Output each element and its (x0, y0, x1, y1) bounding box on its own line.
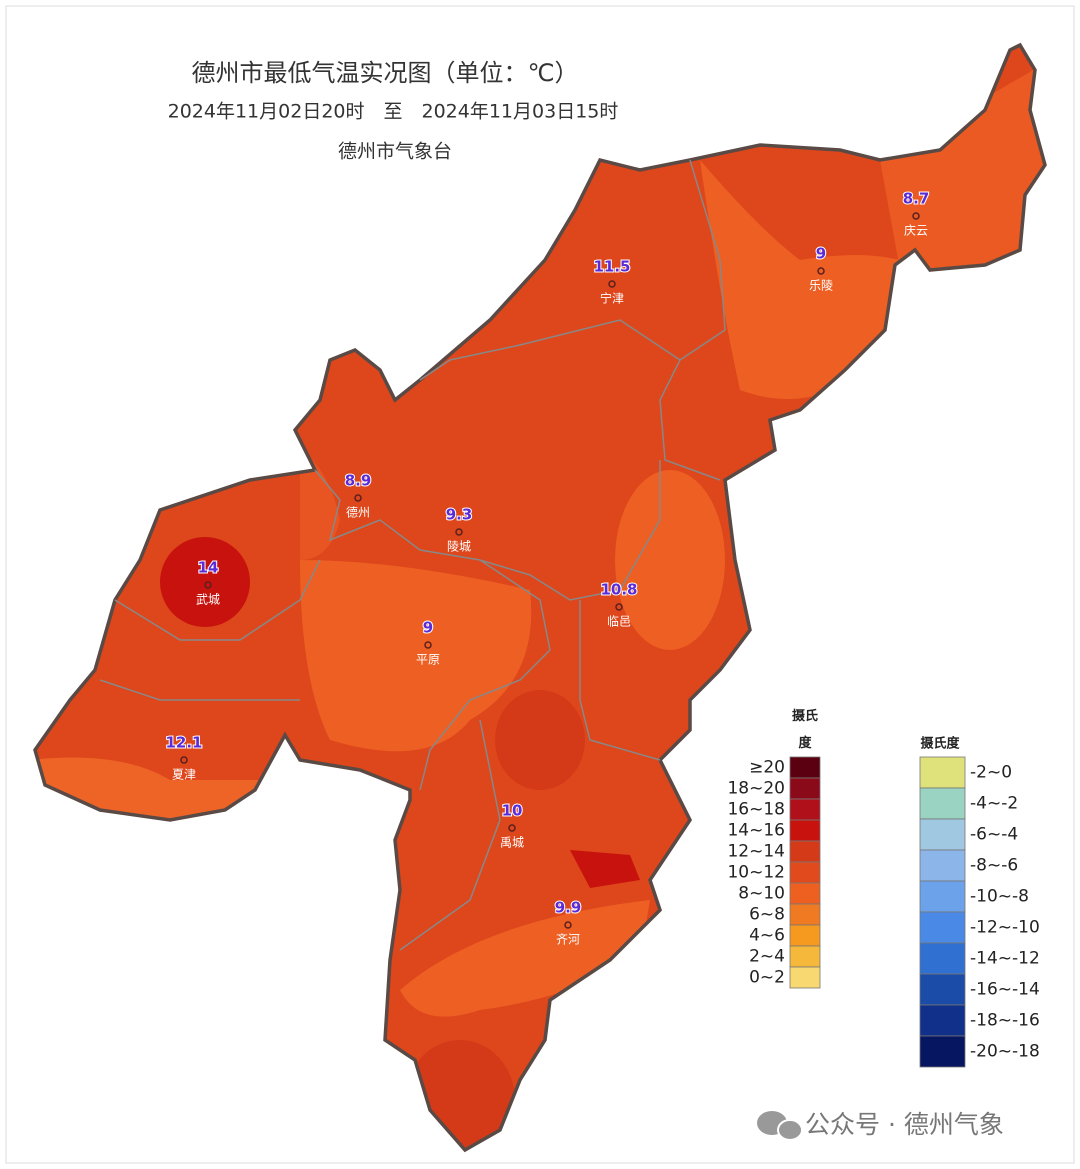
station-value: 14 (198, 559, 219, 577)
station-dot (180, 756, 188, 764)
legend-label: 14~16 (727, 821, 785, 841)
legend-label: 4~6 (749, 926, 785, 946)
county-borders (99, 159, 726, 951)
station-name: 平原 (416, 653, 440, 667)
legend-swatch (789, 861, 821, 884)
station-name: 宁津 (600, 291, 624, 306)
legend-label: 10~12 (727, 863, 785, 883)
legend-swatch (919, 756, 966, 789)
legend-swatch (919, 942, 966, 975)
station-name: 德州 (346, 505, 370, 520)
station-value: 10.8 (600, 581, 637, 599)
legend-label: -4~-2 (970, 794, 1018, 814)
legend-swatch (789, 966, 821, 989)
station-dot (912, 212, 920, 220)
watermark-text: 公众号 · 德州气象 (805, 1110, 1004, 1139)
legend-swatch (919, 1004, 966, 1037)
station-dot (564, 921, 572, 929)
station-value: 9 (423, 619, 433, 637)
station-value: 8.7 (903, 190, 930, 208)
legend-swatch (789, 924, 821, 947)
station-value: 12.1 (165, 734, 202, 752)
station-name: 临邑 (607, 615, 631, 629)
legend-swatch (789, 777, 821, 800)
legend-label: 16~18 (727, 800, 785, 820)
legend-swatch (789, 840, 821, 863)
legend-swatch (919, 911, 966, 944)
legend-label: -10~-8 (970, 887, 1029, 907)
legend-label: 12~14 (727, 842, 785, 862)
station-value: 9 (816, 245, 826, 263)
legend-label: 18~20 (727, 779, 785, 799)
legend-swatch (919, 849, 966, 882)
station-name: 禹城 (500, 836, 524, 850)
legend-swatch (919, 1035, 966, 1068)
legend-swatch (789, 819, 821, 842)
legend-label: -2~0 (970, 763, 1012, 783)
station-value: 11.5 (593, 258, 630, 276)
station-value: 9.3 (446, 506, 473, 524)
legend-label: 0~2 (749, 968, 785, 988)
legend-swatch (789, 756, 821, 779)
legend-label: -16~-14 (970, 980, 1040, 1000)
station-name: 乐陵 (809, 279, 833, 293)
station-value: 9.9 (555, 899, 582, 917)
legend-label: ≥20 (749, 758, 785, 778)
legend-label: -6~-4 (970, 825, 1018, 845)
station-value: 8.9 (345, 472, 372, 490)
station-dot (608, 280, 616, 288)
station-dot (354, 494, 362, 502)
station-name: 齐河 (556, 932, 580, 947)
legend-swatch (789, 798, 821, 821)
station-name: 武城 (196, 593, 220, 607)
station-dot (817, 267, 825, 275)
legend-label: 8~10 (738, 884, 785, 904)
station-dot (455, 528, 463, 536)
legend-label: 6~8 (749, 905, 785, 925)
legend-label: -14~-12 (970, 949, 1040, 969)
station-name: 陵城 (447, 540, 471, 554)
legend-label: -12~-10 (970, 918, 1040, 938)
legend-swatch (919, 787, 966, 820)
station-dot (615, 603, 623, 611)
legend-label: -18~-16 (970, 1011, 1040, 1031)
legend-swatch (919, 818, 966, 851)
station-value: 10 (502, 802, 523, 820)
legend-swatch (919, 880, 966, 913)
station-dot (424, 641, 432, 649)
legend-swatch (789, 903, 821, 926)
period: 2024年11月02日20时 至 2024年11月03日15时 (168, 101, 619, 123)
station-name: 夏津 (172, 768, 196, 782)
title: 德州市最低气温实况图（单位：℃） (192, 59, 579, 87)
station-dot (508, 824, 516, 832)
legend-swatch (919, 973, 966, 1006)
station-dot (204, 581, 212, 589)
legend-title: 摄氏度 (920, 736, 960, 752)
legend-swatch (789, 945, 821, 968)
watermark: 公众号 · 德州气象 (757, 1110, 1004, 1141)
legend-swatch (789, 882, 821, 905)
agency: 德州市气象台 (338, 141, 452, 163)
legend-label: -20~-18 (970, 1042, 1040, 1062)
legend-title: 摄氏度 (792, 708, 818, 751)
station-name: 庆云 (904, 224, 928, 238)
legend-label: -8~-6 (970, 856, 1018, 876)
legend-label: 2~4 (749, 947, 785, 967)
